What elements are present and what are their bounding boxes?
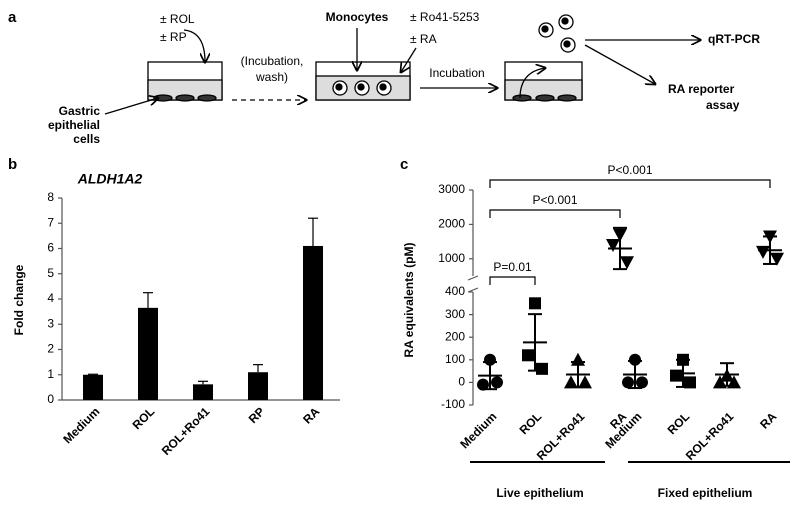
point bbox=[578, 375, 592, 389]
bar bbox=[138, 307, 158, 400]
label: Incubation bbox=[429, 66, 484, 80]
y-tick-label: 400 bbox=[445, 284, 465, 298]
point bbox=[622, 376, 634, 389]
y-tick-label: 100 bbox=[445, 352, 465, 366]
y-tick-label: 4 bbox=[47, 291, 54, 305]
group-label: Fixed epithelium bbox=[658, 486, 753, 500]
point bbox=[606, 239, 620, 253]
y-tick-label: 2000 bbox=[438, 217, 465, 231]
y-tick-label: 1000 bbox=[438, 251, 465, 265]
x-tick-label: ROL+Ro41 bbox=[683, 409, 737, 463]
y-tick-label: 200 bbox=[445, 329, 465, 343]
point bbox=[756, 245, 770, 259]
label: assay bbox=[706, 98, 740, 112]
label: (Incubation, bbox=[241, 54, 304, 68]
axis-break bbox=[467, 287, 479, 293]
point bbox=[477, 378, 489, 391]
diagram bbox=[104, 14, 700, 115]
label: Monocytes bbox=[326, 10, 389, 24]
y-tick-label: 0 bbox=[458, 375, 465, 389]
label: RA reporter bbox=[668, 82, 735, 96]
y-tick-label: 3 bbox=[47, 316, 54, 330]
label: cells bbox=[73, 132, 100, 146]
panel-label: c bbox=[400, 156, 408, 173]
axis-break bbox=[467, 275, 479, 281]
bracket bbox=[489, 179, 771, 188]
point bbox=[529, 297, 541, 310]
x-tick-label: Medium bbox=[60, 404, 102, 446]
point bbox=[670, 369, 682, 382]
annotation: P<0.001 bbox=[607, 163, 652, 177]
y-tick-label: 7 bbox=[47, 215, 54, 229]
label: wash) bbox=[255, 70, 288, 84]
group-label: Live epithelium bbox=[496, 486, 583, 500]
y-tick-label: 1 bbox=[47, 367, 54, 381]
x-tick-label: RP bbox=[246, 404, 268, 426]
bracket bbox=[489, 209, 621, 218]
x-tick-label: ROL+Ro41 bbox=[159, 404, 213, 458]
bar bbox=[193, 384, 213, 400]
label: ± RA bbox=[410, 32, 437, 46]
label: Gastric bbox=[59, 104, 101, 118]
x-tick-label: RA bbox=[757, 409, 779, 431]
y-tick-label: 8 bbox=[47, 190, 54, 204]
point bbox=[684, 376, 696, 389]
x-tick-label: RA bbox=[300, 404, 322, 426]
y-tick-label: 6 bbox=[47, 241, 54, 255]
bar bbox=[248, 372, 268, 400]
y-tick-label: 5 bbox=[47, 266, 54, 280]
diagram-labels: ± ROL ± RP Gastric epithelial cells (Inc… bbox=[48, 10, 760, 146]
y-tick-label: 2 bbox=[47, 342, 54, 356]
annotation: P<0.001 bbox=[532, 193, 577, 207]
point bbox=[536, 362, 548, 375]
point bbox=[522, 349, 534, 362]
y-tick-label: 0 bbox=[47, 392, 54, 406]
bracket bbox=[489, 276, 536, 285]
y-tick-label: 300 bbox=[445, 307, 465, 321]
annotation: P=0.01 bbox=[493, 260, 532, 274]
y-tick-label: -100 bbox=[441, 397, 465, 411]
label: qRT-PCR bbox=[708, 32, 760, 46]
bar bbox=[83, 374, 103, 400]
chart-title: ALDH1A2 bbox=[77, 171, 143, 187]
point bbox=[636, 376, 648, 389]
point bbox=[491, 376, 503, 389]
label: ± RP bbox=[160, 30, 187, 44]
x-tick-label: ROL bbox=[517, 409, 545, 437]
label: ± Ro41-5253 bbox=[410, 10, 480, 24]
x-tick-label: Medium bbox=[457, 409, 499, 451]
x-tick-label: ROL bbox=[130, 404, 158, 432]
y-axis-label: Fold change bbox=[12, 264, 26, 335]
y-axis-label: RA equivalents (pM) bbox=[402, 243, 416, 358]
point bbox=[770, 252, 784, 266]
point bbox=[629, 353, 641, 366]
x-tick-label: ROL bbox=[665, 409, 693, 437]
label: epithelial bbox=[48, 118, 100, 132]
panel-label: b bbox=[8, 156, 17, 173]
label: ± ROL bbox=[160, 12, 195, 26]
bar bbox=[303, 245, 323, 400]
point bbox=[564, 375, 578, 389]
point bbox=[620, 256, 634, 270]
panel-label: a bbox=[8, 9, 17, 26]
y-tick-label: 3000 bbox=[438, 182, 465, 196]
